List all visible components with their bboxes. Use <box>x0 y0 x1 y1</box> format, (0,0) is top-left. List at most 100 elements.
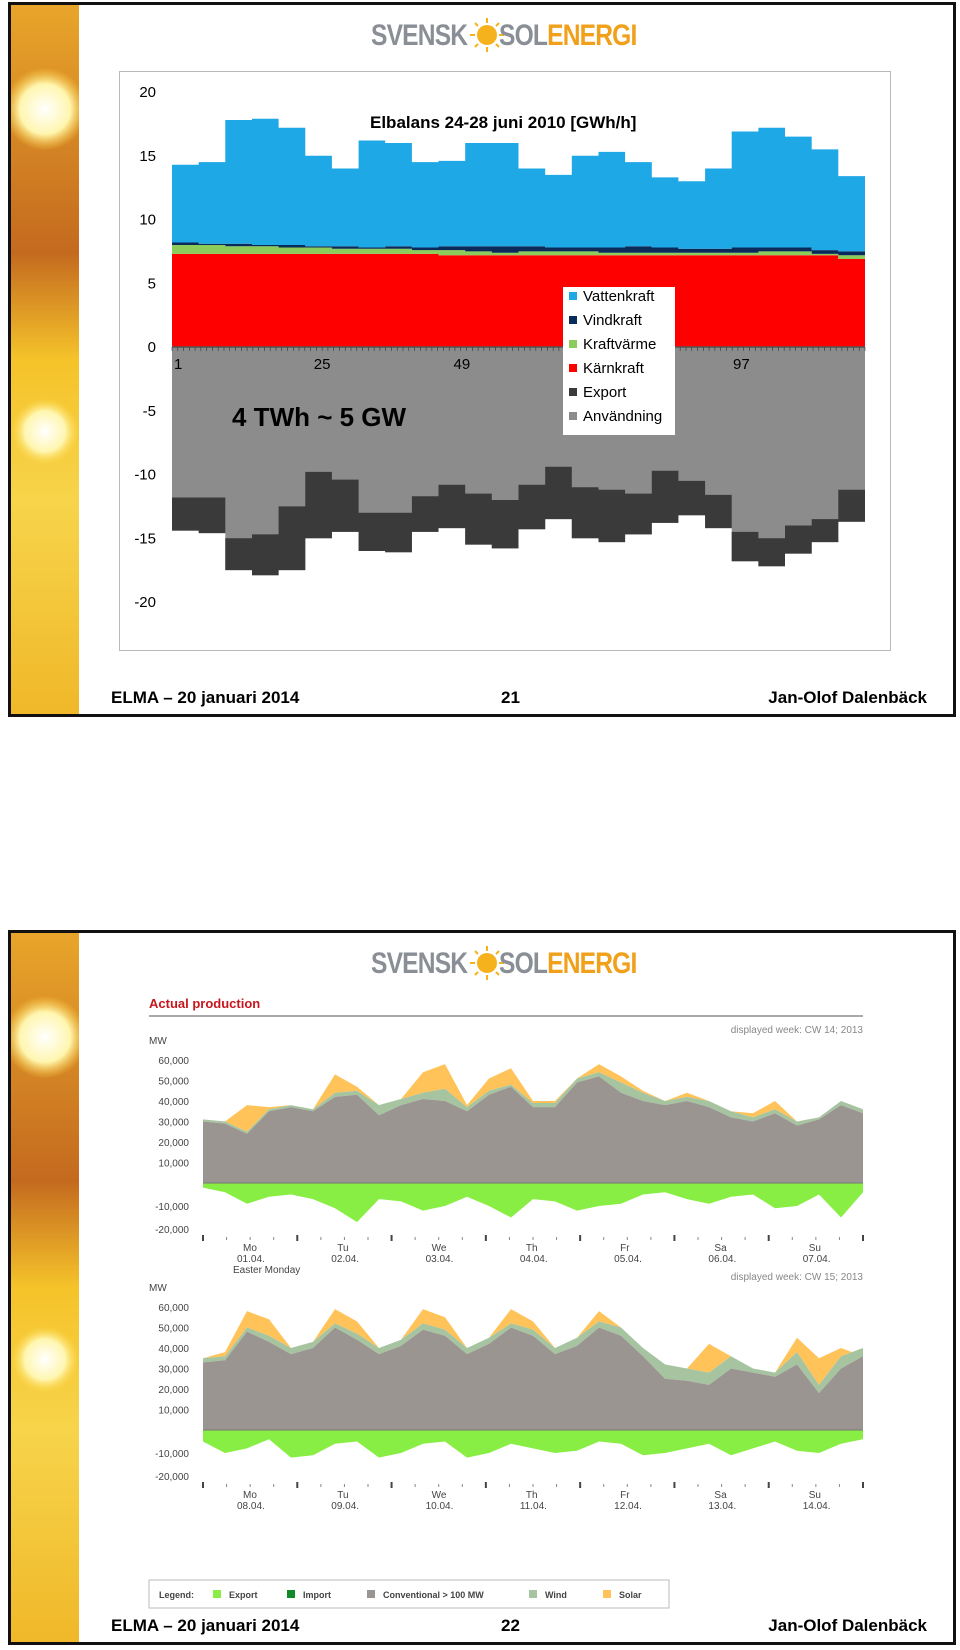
nuclear-area <box>172 253 865 347</box>
date-label: 14.04. <box>803 1501 831 1512</box>
actual-production-chart: Actual production MW displayed week: CW 14… <box>141 988 871 1618</box>
actual-production-svg: Actual production MW displayed week: CW 14… <box>148 996 864 1609</box>
day-label: Mo <box>243 1243 257 1254</box>
day-label: Su <box>809 1243 821 1254</box>
x-tick-label: 97 <box>733 356 750 373</box>
logo-text-sol: SOL <box>499 947 548 980</box>
y-tick-label: 5 <box>148 275 156 292</box>
conventional-area <box>203 1076 863 1183</box>
day-label: Sa <box>714 1490 727 1501</box>
legend-label: Vattenkraft <box>583 288 655 305</box>
annotation-text: 4 TWh ~ 5 GW <box>232 402 407 432</box>
wind-area <box>172 242 865 256</box>
day-label: Mo <box>243 1490 257 1501</box>
legend-swatch <box>569 388 577 396</box>
legend-swatch <box>603 1590 611 1598</box>
y-tick-label: 50,000 <box>158 1324 189 1335</box>
date-label: 06.04. <box>708 1254 736 1265</box>
legend-swatch <box>569 316 577 324</box>
y-axis-unit-label: MW <box>149 1036 167 1047</box>
holiday-note: Easter Monday <box>233 1265 300 1276</box>
y-tick-label: 50,000 <box>158 1077 189 1088</box>
legend-swatch <box>569 412 577 420</box>
legend-label: Conventional > 100 MW <box>383 1590 484 1600</box>
day-label: Fr <box>620 1490 630 1501</box>
slide-21: SVENSK SOLENERGI 20 15 10 5 0 -5 -10 -15 -20 1 25 4… <box>8 2 956 717</box>
sun-gradient-graphic <box>11 933 79 1642</box>
y-tick-label: -10,000 <box>155 1449 189 1460</box>
logo-text-solenergi: SOLENERGI <box>499 19 637 53</box>
hydro-area <box>172 118 865 252</box>
logo-sun-icon <box>470 18 504 52</box>
wind-area <box>203 1072 863 1134</box>
date-label: 02.04. <box>331 1254 359 1265</box>
legend-label: Användning <box>583 408 662 425</box>
date-label: 08.04. <box>237 1501 265 1512</box>
y-axis-unit-label: MW <box>149 1283 167 1294</box>
footer-author: Jan-Olof Dalenbäck <box>768 1616 927 1635</box>
day-label: We <box>432 1243 447 1254</box>
legend-label: Vindkraft <box>583 312 643 329</box>
chart-heading: Actual production <box>149 996 260 1011</box>
footer: ELMA – 20 januari 2014 22 Jan-Olof Dalen… <box>11 1612 953 1640</box>
legend-swatch <box>367 1590 375 1598</box>
day-label: Tu <box>337 1243 348 1254</box>
week-subtitle: displayed week: CW 14; 2013 <box>731 1025 864 1036</box>
conventional-area <box>203 1327 863 1430</box>
y-tick-label: 40,000 <box>158 1097 189 1108</box>
wind-area <box>203 1321 863 1394</box>
sun-decoration-bar <box>11 5 79 714</box>
svensk-solenergi-logo: SVENSK SOLENERGI <box>371 943 637 987</box>
legend-title: Legend: <box>159 1590 194 1600</box>
legend-swatch <box>569 364 577 372</box>
y-tick-label: -15 <box>134 530 156 547</box>
legend-label: Wind <box>545 1590 567 1600</box>
date-label: 13.04. <box>708 1501 736 1512</box>
day-label: Tu <box>337 1490 348 1501</box>
export-area <box>203 1183 863 1223</box>
footer-event: ELMA – 20 januari 2014 <box>111 1616 300 1635</box>
date-label: 01.04. <box>237 1254 265 1265</box>
week-subtitle: displayed week: CW 15; 2013 <box>731 1272 864 1283</box>
logo-text-energi: ENERGI <box>547 947 637 980</box>
date-label: 03.04. <box>426 1254 454 1265</box>
x-tick-label: 1 <box>174 356 182 373</box>
sun-gradient-graphic <box>11 5 79 714</box>
y-tick-label: 20 <box>139 84 156 101</box>
sun-decoration-bar <box>11 933 79 1642</box>
y-tick-label: 30,000 <box>158 1365 189 1376</box>
legend-label: Export <box>229 1590 258 1600</box>
elbalans-chart-svg: 20 15 10 5 0 -5 -10 -15 -20 1 25 49 97 Elbalans 24-28… <box>134 84 866 611</box>
y-tick-label: 60,000 <box>158 1303 189 1314</box>
logo-text-sol: SOL <box>499 19 548 52</box>
x-tick-label: 25 <box>314 356 331 373</box>
legend-label: Kärnkraft <box>583 360 645 377</box>
date-label: 05.04. <box>614 1254 642 1265</box>
legend-swatch <box>287 1590 295 1598</box>
day-label: Su <box>809 1490 821 1501</box>
date-label: 07.04. <box>803 1254 831 1265</box>
y-tick-label: 60,000 <box>158 1056 189 1067</box>
legend-swatch <box>213 1590 221 1598</box>
logo-text-energi: ENERGI <box>547 19 637 52</box>
legend-swatch <box>529 1590 537 1598</box>
legend-label: Kraftvärme <box>583 336 656 353</box>
y-tick-label: 30,000 <box>158 1118 189 1129</box>
y-tick-label: 10,000 <box>158 1159 189 1170</box>
export-area <box>172 466 865 576</box>
date-label: 09.04. <box>331 1501 359 1512</box>
elbalans-chart: 20 15 10 5 0 -5 -10 -15 -20 1 25 49 97 Elbalans 24-28… <box>119 71 891 651</box>
export-area <box>203 1430 863 1458</box>
y-tick-label: -10,000 <box>155 1202 189 1213</box>
y-tick-label: 10,000 <box>158 1406 189 1417</box>
y-tick-label: 10 <box>139 212 156 229</box>
y-tick-label: 15 <box>139 148 156 165</box>
y-tick-label: 20,000 <box>158 1385 189 1396</box>
solar-area <box>203 1309 863 1385</box>
y-tick-label: 20,000 <box>158 1138 189 1149</box>
y-tick-label: 40,000 <box>158 1344 189 1355</box>
logo-text-svensk: SVENSK <box>371 947 468 980</box>
day-label: Th <box>526 1243 538 1254</box>
day-label: Th <box>526 1490 538 1501</box>
day-label: Sa <box>714 1243 727 1254</box>
